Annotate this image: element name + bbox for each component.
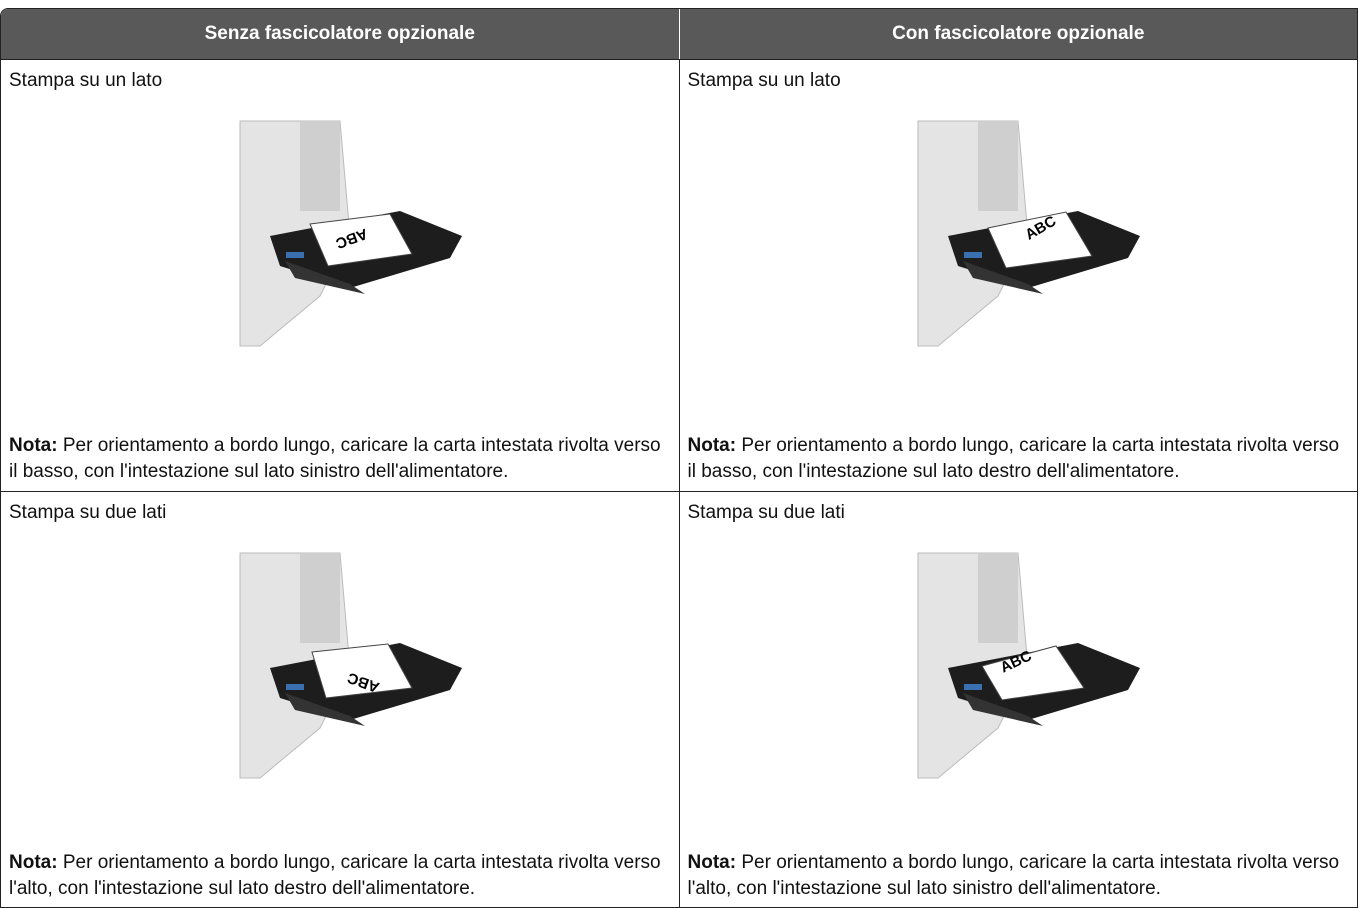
paper bbox=[311, 643, 413, 699]
printer-panel bbox=[978, 121, 1019, 211]
table-cell: Stampa su un lato ABC Nota: Per orientamen… bbox=[678, 60, 1358, 491]
note-label: Nota: bbox=[9, 852, 58, 873]
paper bbox=[309, 213, 413, 267]
table-cell: Stampa su un lato ABC Nota: Per orientamen… bbox=[1, 60, 679, 491]
tray-floor bbox=[284, 261, 365, 294]
tray-floor bbox=[284, 693, 365, 726]
note-label: Nota: bbox=[687, 852, 737, 873]
tray-floor bbox=[963, 261, 1044, 294]
printer-panel bbox=[978, 553, 1019, 643]
cell-note: Nota: Per orientamento a bordo lungo, ca… bbox=[9, 850, 669, 902]
cell-title: Stampa su due lati bbox=[687, 502, 845, 523]
note-label: Nota: bbox=[9, 435, 58, 456]
cell-title: Stampa su un lato bbox=[687, 70, 841, 91]
tray-label bbox=[285, 252, 304, 258]
printer-panel bbox=[299, 553, 340, 643]
table-row: Stampa su due lati ABC Nota: Per orientame… bbox=[1, 491, 1358, 907]
printer-illustration: ABC bbox=[917, 552, 1141, 779]
tray-floor bbox=[963, 693, 1044, 726]
printer-illustration: ABC bbox=[239, 552, 462, 779]
cell-note: Nota: Per orientamento a bordo lungo, ca… bbox=[688, 433, 1348, 485]
header-cell: Con fascicolatore opzionale bbox=[678, 9, 1358, 59]
note-text: Per orientamento a bordo lungo, caricare… bbox=[687, 852, 1340, 899]
table-row: Stampa su un lato ABC Nota: Per orientamen… bbox=[1, 59, 1357, 491]
note-text: Per orientamento a bordo lungo, caricare… bbox=[687, 435, 1340, 482]
cell-title: Stampa su due lati bbox=[9, 502, 167, 523]
note-text: Per orientamento a bordo lungo, caricare… bbox=[9, 852, 661, 899]
paper bbox=[987, 211, 1094, 269]
table-cell: Stampa su due lati ABC Nota: Per orientame… bbox=[678, 492, 1358, 907]
tray-label bbox=[964, 684, 983, 690]
header-cell: Senza fascicolatore opzionale bbox=[204, 23, 475, 44]
table-body: Stampa su un lato ABC Nota: Per orientamen… bbox=[1, 59, 1358, 907]
cell-note: Nota: Per orientamento a bordo lungo, ca… bbox=[688, 850, 1348, 902]
table: Senza fascicolatore opzionale Con fascic… bbox=[0, 8, 1358, 908]
tray-label bbox=[964, 252, 983, 258]
cell-title: Stampa su un lato bbox=[9, 70, 163, 91]
printer-illustration: ABC bbox=[239, 120, 462, 347]
printer-illustration: ABC bbox=[917, 120, 1141, 347]
paper bbox=[981, 645, 1086, 701]
note-text: Per orientamento a bordo lungo, caricare… bbox=[9, 435, 661, 482]
table-header: Senza fascicolatore opzionale Con fascic… bbox=[1, 9, 1357, 59]
note-label: Nota: bbox=[687, 435, 737, 456]
tray-label bbox=[285, 684, 304, 690]
printer-panel bbox=[299, 121, 340, 211]
table-cell: Stampa su due lati ABC Nota: Per orientame… bbox=[1, 492, 679, 907]
cell-note: Nota: Per orientamento a bordo lungo, ca… bbox=[9, 433, 669, 485]
